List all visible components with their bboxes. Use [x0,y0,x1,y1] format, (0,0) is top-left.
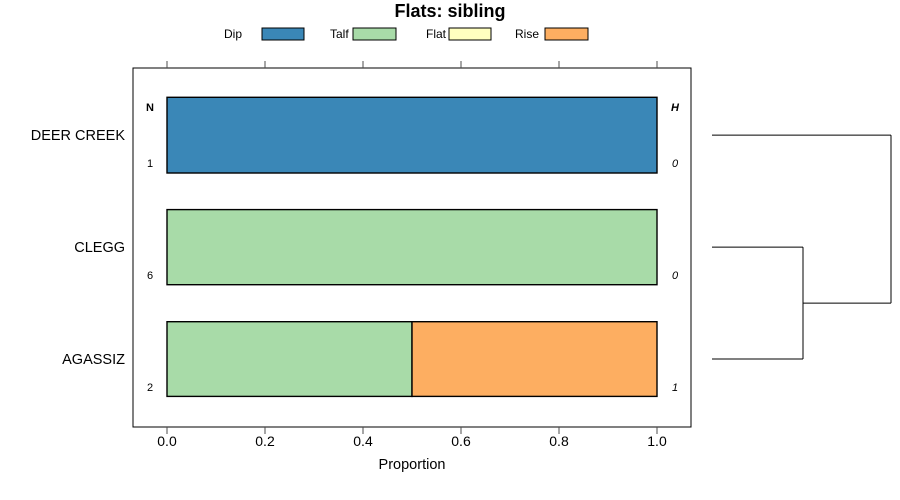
svg-text:6: 6 [147,270,153,282]
svg-text:AGASSIZ: AGASSIZ [62,352,125,368]
svg-text:1.0: 1.0 [647,433,667,449]
svg-text:Rise: Rise [515,27,539,41]
svg-text:0.2: 0.2 [255,433,275,449]
svg-text:0.6: 0.6 [451,433,471,449]
svg-text:0.0: 0.0 [157,433,177,449]
svg-text:0: 0 [672,158,679,170]
svg-text:2: 2 [147,382,153,394]
svg-text:N: N [146,102,154,114]
svg-text:DEER CREEK: DEER CREEK [31,128,126,144]
svg-text:0.8: 0.8 [549,433,569,449]
svg-text:Talf: Talf [330,27,349,41]
svg-text:1: 1 [147,158,153,170]
svg-text:1: 1 [672,382,678,394]
svg-text:Flat: Flat [426,27,447,41]
svg-text:Flats: sibling: Flats: sibling [394,1,505,21]
svg-text:CLEGG: CLEGG [74,240,125,256]
svg-text:Dip: Dip [224,27,242,41]
svg-text:Proportion: Proportion [379,457,446,473]
svg-text:0.4: 0.4 [353,433,373,449]
svg-text:H: H [671,102,680,114]
svg-text:0: 0 [672,270,679,282]
